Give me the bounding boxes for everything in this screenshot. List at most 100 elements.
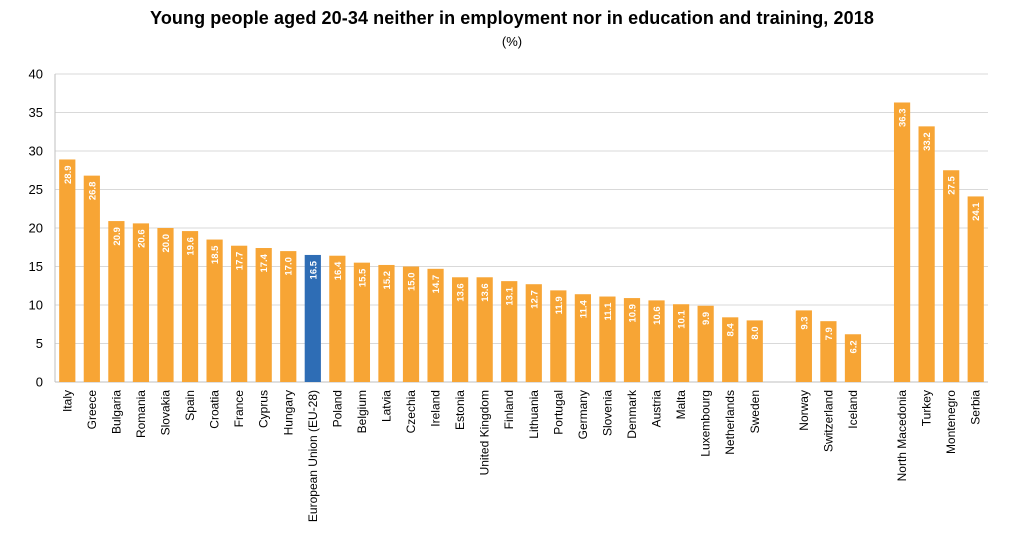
data-label: 14.7 [431, 275, 442, 294]
x-tick-label: Montenegro [944, 390, 958, 454]
data-label: 24.1 [971, 202, 982, 221]
data-label: 13.1 [505, 286, 516, 305]
data-label: 20.9 [112, 227, 123, 246]
x-tick-label: Iceland [846, 390, 860, 429]
data-label: 11.9 [554, 296, 565, 314]
x-tick-label: Austria [650, 390, 664, 428]
bar-finland [501, 281, 518, 382]
x-tick-label: Spain [183, 390, 197, 421]
y-tick-label: 35 [29, 105, 43, 120]
chart-title: Young people aged 20-34 neither in emplo… [150, 8, 874, 28]
x-tick-label: Hungary [281, 390, 295, 435]
bar-italy [59, 159, 76, 382]
bar-turkey [918, 126, 935, 382]
x-tick-label: Netherlands [723, 390, 737, 455]
y-tick-label: 5 [36, 336, 43, 351]
bar-bulgaria [108, 221, 125, 382]
y-tick-label: 0 [36, 375, 43, 390]
data-label: 16.4 [333, 261, 344, 280]
data-label: 12.7 [529, 290, 540, 309]
data-label: 17.7 [235, 252, 246, 271]
x-tick-label: Latvia [379, 390, 393, 422]
bar-iceland [844, 334, 862, 382]
x-tick-label: Malta [674, 390, 688, 420]
x-tick-label: France [232, 390, 246, 428]
data-label: 13.6 [480, 283, 491, 302]
x-tick-label: Lithuania [527, 390, 541, 439]
bar-malta [672, 304, 690, 382]
x-tick-label: Slovenia [600, 390, 614, 436]
bar-spain [181, 231, 199, 382]
data-label: 15.2 [382, 271, 393, 290]
bar-czechia [402, 266, 420, 382]
data-label: 8.4 [726, 323, 737, 337]
x-tick-label: Sweden [748, 390, 762, 433]
data-label: 28.9 [63, 165, 74, 184]
data-label: 36.3 [898, 108, 909, 127]
x-tick-label: Estonia [453, 390, 467, 430]
x-tick-label: Turkey [920, 390, 934, 426]
x-tick-label: Greece [85, 390, 99, 430]
x-tick-label: Slovakia [158, 390, 172, 436]
chart-subtitle: (%) [501, 34, 523, 49]
bar-european-union-eu-28 [304, 254, 321, 382]
x-tick-label: Serbia [969, 390, 983, 425]
x-tick-label: Romania [134, 390, 148, 438]
bar-france [231, 245, 248, 382]
data-label: 9.9 [701, 312, 712, 325]
data-label: 16.5 [308, 260, 319, 279]
y-tick-label: 15 [29, 259, 43, 274]
x-tick-label: Portugal [551, 390, 565, 435]
x-tick-label: Luxembourg [699, 390, 713, 457]
x-tick-label: Belgium [355, 390, 369, 433]
y-tick-label: 25 [29, 182, 43, 197]
x-tick-label: Norway [797, 390, 811, 431]
x-tick-label: Croatia [208, 390, 222, 429]
x-tick-label: Germany [576, 390, 590, 439]
bar-slovenia [599, 296, 616, 382]
bar-serbia [967, 196, 984, 382]
bar-estonia [452, 277, 469, 382]
data-label: 10.1 [677, 310, 688, 329]
bar-switzerland [820, 321, 837, 382]
x-tick-label: Finland [502, 390, 516, 429]
data-label: 15.5 [357, 268, 368, 287]
bar-sweden [746, 320, 763, 382]
x-tick-label: Bulgaria [109, 390, 123, 434]
data-label: 13.6 [456, 283, 467, 302]
bar-denmark [623, 298, 641, 382]
bar-croatia [206, 239, 223, 382]
bar-hungary [280, 251, 297, 382]
data-label: 18.5 [210, 245, 221, 264]
bar-lithuania [525, 284, 542, 382]
data-label: 20.6 [136, 229, 147, 248]
data-label: 10.6 [652, 306, 663, 325]
data-label: 6.2 [848, 340, 859, 353]
data-label: 19.6 [186, 237, 197, 256]
x-tick-label: Denmark [625, 389, 639, 439]
x-tick-label: Cyprus [257, 390, 271, 428]
data-label: 10.9 [627, 304, 638, 323]
x-tick-label: United Kingdom [478, 390, 492, 475]
data-label: 27.5 [947, 176, 958, 195]
x-tick-label: Switzerland [821, 390, 835, 452]
data-label: 26.8 [87, 182, 98, 201]
bar-luxembourg [697, 305, 714, 382]
y-tick-label: 40 [29, 67, 43, 82]
data-label: 17.0 [284, 257, 295, 276]
bar-germany [574, 294, 591, 382]
y-tick-label: 10 [29, 298, 43, 313]
data-label: 11.4 [578, 300, 589, 319]
bar-portugal [550, 290, 567, 382]
x-tick-label: Czechia [404, 390, 418, 434]
y-tick-label: 30 [29, 144, 43, 159]
bar-montenegro [943, 170, 960, 382]
data-label: 15.0 [407, 273, 418, 292]
data-label: 20.0 [161, 234, 172, 253]
x-tick-label: Ireland [429, 390, 443, 427]
bar-cyprus [255, 248, 272, 382]
bar-netherlands [722, 317, 739, 382]
data-label: 8.0 [750, 326, 761, 339]
x-tick-label: Poland [330, 390, 344, 427]
